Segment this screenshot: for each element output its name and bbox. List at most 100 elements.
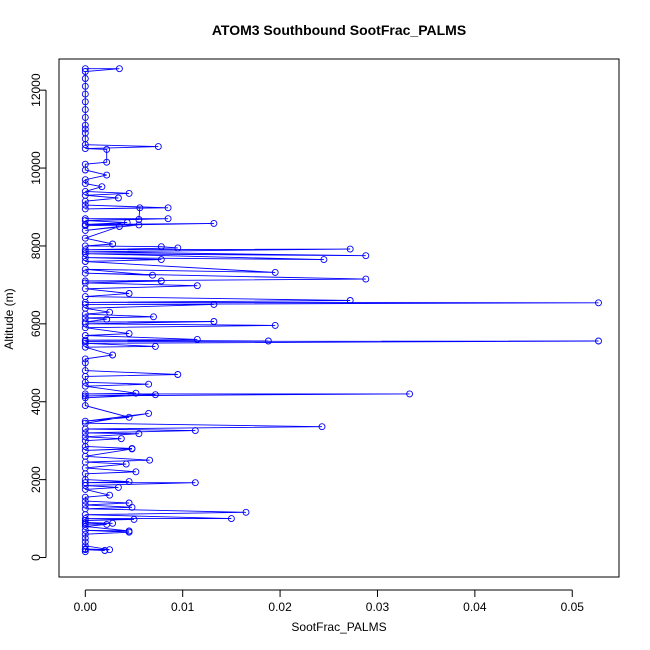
- data-point: [81, 443, 89, 450]
- data-point: [149, 271, 156, 279]
- data-point: [362, 275, 370, 283]
- data-point: [135, 216, 143, 223]
- data-point: [81, 65, 89, 73]
- y-tick-label: 8000: [29, 232, 43, 259]
- data-point: [595, 299, 602, 307]
- data-point: [81, 98, 89, 106]
- data-point: [151, 391, 159, 399]
- data-point: [81, 485, 89, 493]
- data-point: [151, 342, 159, 350]
- data-point: [81, 417, 89, 425]
- data-point: [103, 145, 111, 153]
- data-point: [98, 183, 106, 191]
- data-point: [174, 371, 182, 378]
- data-point: [81, 269, 89, 277]
- data-point: [210, 219, 218, 227]
- data-point: [106, 491, 114, 499]
- data-point: [103, 158, 111, 166]
- y-tick-label: 0: [29, 554, 43, 561]
- data-point: [81, 343, 89, 351]
- data-point: [157, 277, 165, 285]
- data-point: [81, 394, 89, 402]
- data-point: [81, 320, 89, 328]
- data-point: [81, 217, 89, 225]
- data-point: [122, 460, 130, 468]
- data-point: [227, 515, 235, 523]
- x-tick-label: 0.04: [463, 600, 487, 614]
- data-point: [135, 430, 143, 438]
- data-point: [81, 176, 89, 184]
- data-point: [130, 515, 138, 523]
- data-point: [81, 378, 89, 386]
- x-tick-label: 0.05: [561, 600, 585, 614]
- y-tick-label: 6000: [29, 310, 43, 337]
- data-point: [81, 482, 89, 489]
- series-layer: [81, 65, 602, 556]
- data-point: [81, 90, 89, 98]
- data-point: [81, 522, 89, 530]
- data-point: [81, 197, 89, 205]
- x-tick-label: 0.02: [268, 600, 292, 614]
- data-point: [595, 337, 602, 345]
- data-point: [123, 219, 131, 227]
- data-point: [81, 121, 89, 129]
- data-point: [103, 520, 111, 528]
- data-point: [81, 106, 89, 114]
- data-point: [81, 145, 89, 153]
- data-point: [81, 382, 89, 390]
- y-axis: 0 2000 4000 6000 8000 10000 12000: [29, 73, 47, 561]
- x-axis: 0.00 0.01 0.02 0.03 0.04 0.05: [74, 589, 585, 614]
- data-point: [242, 508, 250, 516]
- data-point: [164, 204, 172, 212]
- data-point: [81, 425, 89, 433]
- data-point: [81, 526, 89, 534]
- data-point: [191, 479, 199, 487]
- data-point: [81, 250, 89, 258]
- data-point: [81, 265, 89, 273]
- data-point: [81, 141, 89, 149]
- data-point: [81, 166, 89, 174]
- y-tick-label: 2000: [29, 466, 43, 493]
- data-point: [81, 180, 89, 188]
- y-tick-label: 12000: [29, 73, 43, 107]
- data-point: [81, 300, 89, 308]
- data-point: [318, 423, 326, 431]
- x-tick-label: 0.00: [74, 600, 98, 614]
- data-point: [81, 530, 89, 538]
- data-point: [125, 478, 133, 486]
- data-point: [132, 389, 140, 397]
- data-point: [191, 427, 199, 435]
- data-point: [81, 226, 89, 234]
- y-axis-label: Altitude (m): [2, 288, 16, 349]
- data-point: [320, 256, 328, 264]
- data-point: [125, 413, 133, 421]
- plot-frame: [58, 58, 620, 578]
- data-point: [81, 205, 89, 213]
- data-point: [103, 315, 111, 323]
- data-point: [81, 187, 89, 195]
- data-point: [125, 189, 133, 197]
- data-point: [81, 390, 89, 398]
- x-tick-label: 0.01: [171, 600, 195, 614]
- data-point: [81, 515, 89, 523]
- data-point: [193, 335, 201, 343]
- data-point: [125, 290, 133, 297]
- data-point: [81, 310, 89, 318]
- data-point: [81, 285, 89, 293]
- x-tick-label: 0.03: [366, 600, 390, 614]
- data-point: [125, 330, 133, 338]
- data-point: [81, 392, 89, 400]
- data-point: [101, 547, 109, 554]
- data-point: [81, 433, 89, 441]
- data-point: [210, 318, 218, 325]
- data-point: [264, 337, 272, 345]
- y-tick-label: 10000: [29, 151, 43, 185]
- data-point: [157, 243, 165, 251]
- data-point: [346, 297, 354, 304]
- chart-title: ATOM3 Southbound SootFrac_PALMS: [212, 22, 466, 38]
- data-point: [81, 234, 89, 242]
- data-point: [128, 503, 136, 511]
- y-tick-label: 4000: [29, 388, 43, 415]
- data-point: [362, 252, 370, 260]
- data-point: [128, 445, 136, 453]
